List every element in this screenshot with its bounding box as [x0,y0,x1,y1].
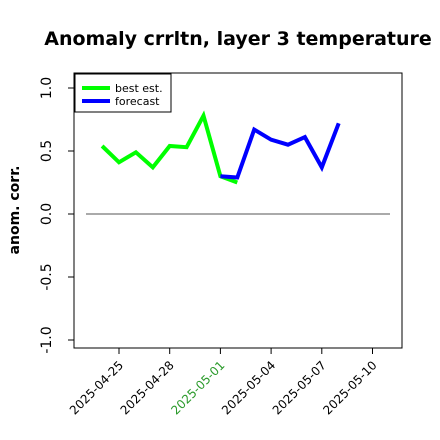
y-tick-label: 0.0 [39,203,55,225]
y-axis: -1.0 -0.5 0.0 0.5 1.0 [39,77,74,354]
series-layer [100,110,341,185]
plot-area-frame [73,72,403,349]
y-tick-label: -1.0 [39,326,55,353]
legend-box [74,73,172,113]
x-tick-label: 2025-05-10 [320,358,379,417]
legend: best est. forecast [74,73,172,113]
x-axis: 2025-04-252025-04-282025-05-012025-05-04… [67,348,380,417]
chart-title: Anomaly crrltn, layer 3 temperature [44,28,432,50]
y-tick-label: -0.5 [39,263,55,290]
series-line-best-est [100,110,238,185]
legend-label-best-est: best est. [115,82,163,95]
y-axis-label: anom. corr. [7,166,23,255]
legend-label-forecast: forecast [115,95,160,108]
y-tick-label: 0.5 [39,140,55,162]
y-tick-label: 1.0 [39,77,55,99]
series-line-forecast [220,122,341,180]
